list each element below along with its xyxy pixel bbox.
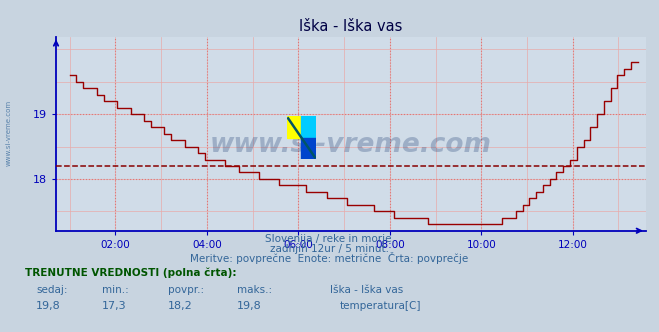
- Bar: [287, 116, 302, 138]
- Text: min.:: min.:: [102, 285, 129, 295]
- Title: Iška - Iška vas: Iška - Iška vas: [299, 19, 403, 34]
- Bar: [302, 116, 316, 138]
- Text: zadnjih 12ur / 5 minut.: zadnjih 12ur / 5 minut.: [270, 244, 389, 254]
- Text: TRENUTNE VREDNOSTI (polna črta):: TRENUTNE VREDNOSTI (polna črta):: [25, 268, 237, 278]
- Bar: [302, 138, 316, 159]
- Text: 18,2: 18,2: [168, 301, 193, 311]
- Text: Slovenija / reke in morje.: Slovenija / reke in morje.: [264, 234, 395, 244]
- Text: www.si-vreme.com: www.si-vreme.com: [210, 132, 492, 158]
- Text: Iška - Iška vas: Iška - Iška vas: [330, 285, 403, 295]
- Text: 19,8: 19,8: [36, 301, 61, 311]
- Text: www.si-vreme.com: www.si-vreme.com: [5, 100, 12, 166]
- Text: sedaj:: sedaj:: [36, 285, 68, 295]
- Text: 19,8: 19,8: [237, 301, 262, 311]
- Text: maks.:: maks.:: [237, 285, 272, 295]
- Text: povpr.:: povpr.:: [168, 285, 204, 295]
- Text: 17,3: 17,3: [102, 301, 127, 311]
- Text: temperatura[C]: temperatura[C]: [339, 301, 421, 311]
- Text: Meritve: povprečne  Enote: metrične  Črta: povprečje: Meritve: povprečne Enote: metrične Črta:…: [190, 252, 469, 264]
